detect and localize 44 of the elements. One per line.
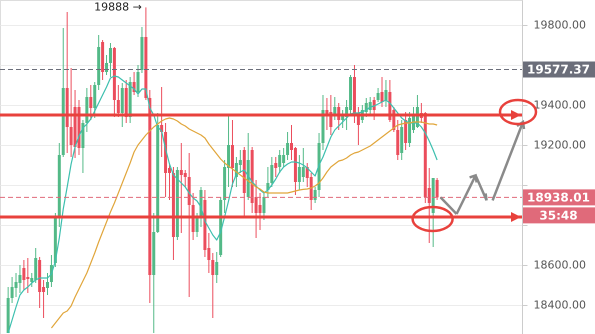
text: 35:48 xyxy=(539,208,578,222)
candlestick xyxy=(262,192,266,220)
candlestick xyxy=(70,68,73,158)
y-tick-label: 18600.00 xyxy=(534,258,586,272)
annotation: 19888 → xyxy=(94,0,142,14)
ref-line-label: 18938.01 xyxy=(526,190,590,204)
candlestick xyxy=(136,64,140,98)
candlestick xyxy=(108,42,112,78)
candlestick xyxy=(376,88,380,102)
candlestick xyxy=(404,112,408,150)
candlestick xyxy=(278,150,282,174)
candlestick xyxy=(93,82,96,118)
y-tick-label: 19400.00 xyxy=(534,98,586,112)
candlestick xyxy=(10,276,14,304)
ref-line-label: 19577.37 xyxy=(526,62,590,77)
candlestick xyxy=(230,120,234,188)
candlestick xyxy=(89,84,92,120)
y-tick-label: 18400.00 xyxy=(534,298,586,312)
candlestick xyxy=(18,264,22,294)
candlestick xyxy=(282,148,286,168)
candlestick xyxy=(180,142,183,234)
candlestick xyxy=(270,156,274,188)
candlestick xyxy=(258,192,262,230)
candlestick xyxy=(215,252,218,284)
candlestick xyxy=(380,76,384,108)
candlestick xyxy=(46,272,50,296)
candlestick xyxy=(14,272,18,298)
candlestick xyxy=(298,154,301,190)
y-tick-label: 19200.00 xyxy=(534,138,586,152)
y-tick-label: 19800.00 xyxy=(534,18,586,32)
line-series xyxy=(8,75,438,334)
candlestick xyxy=(116,84,120,118)
candlestick xyxy=(314,186,317,204)
candlestick xyxy=(26,258,30,294)
candlestick xyxy=(211,252,214,318)
candlestick xyxy=(22,260,26,290)
candlestick xyxy=(238,150,242,174)
candlestick xyxy=(302,148,305,182)
candlestick xyxy=(436,178,439,200)
candlestick xyxy=(274,156,278,178)
candlestick xyxy=(34,248,38,284)
candlestick xyxy=(286,132,290,160)
candlestick xyxy=(196,212,199,238)
candlestick xyxy=(384,80,388,108)
